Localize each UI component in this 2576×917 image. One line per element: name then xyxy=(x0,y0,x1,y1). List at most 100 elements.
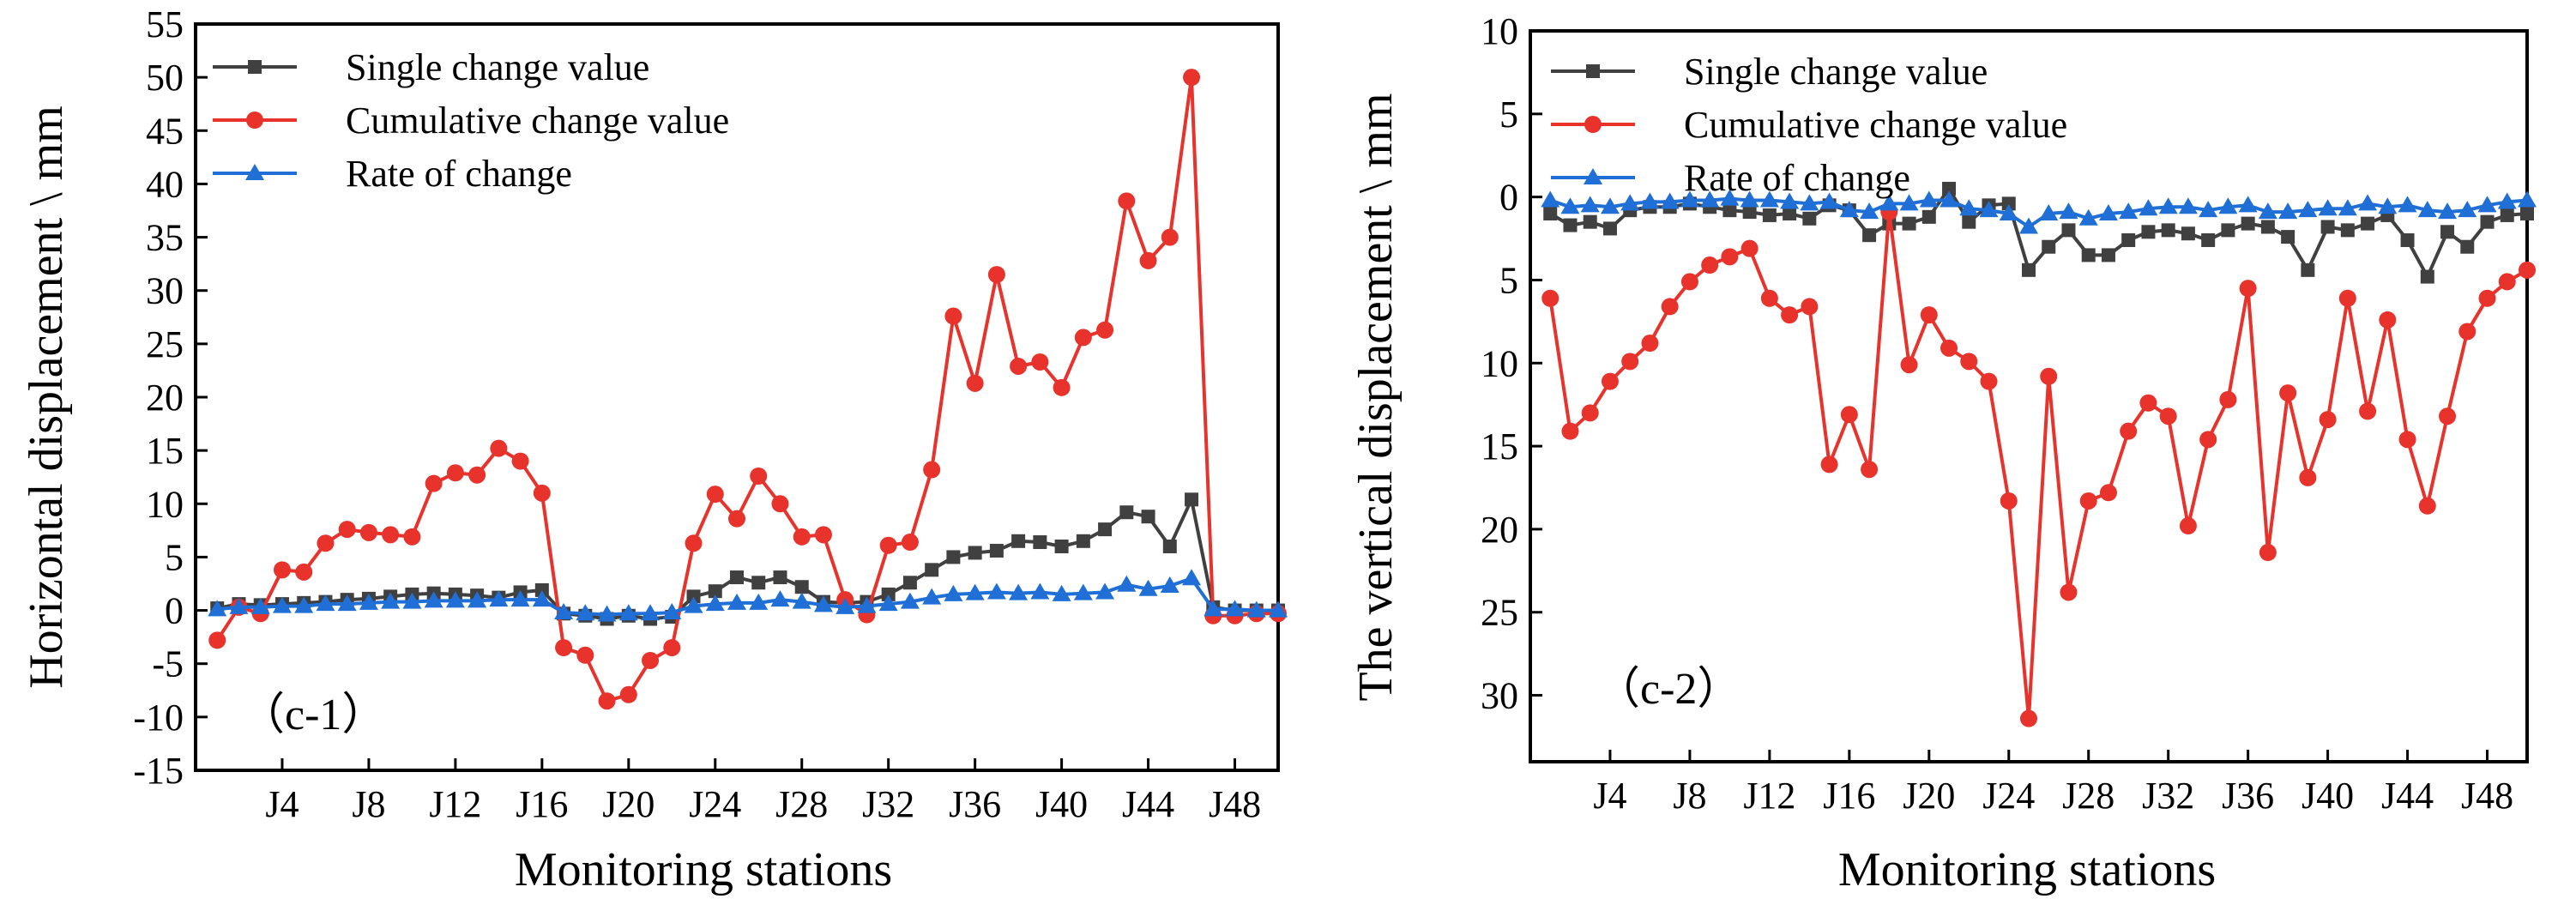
data-point xyxy=(966,374,984,392)
y-tick-label: 10 xyxy=(1481,10,1518,52)
data-point xyxy=(1095,582,1115,600)
data-point xyxy=(663,639,681,657)
data-point xyxy=(2361,216,2375,231)
data-point xyxy=(2199,201,2218,218)
data-point xyxy=(598,692,616,710)
data-point xyxy=(1561,422,1579,440)
data-point xyxy=(2418,497,2436,515)
data-point xyxy=(2218,197,2238,214)
data-point xyxy=(316,594,335,612)
data-point xyxy=(2478,289,2496,307)
data-point xyxy=(1641,335,1659,353)
data-point xyxy=(381,592,401,609)
data-point xyxy=(1780,192,1800,209)
data-point xyxy=(2238,196,2258,213)
data-point xyxy=(2278,202,2298,220)
data-point xyxy=(1033,535,1047,550)
y-tick-label: 30 xyxy=(1481,675,1518,717)
y-tick-label: 0 xyxy=(1499,177,1518,219)
data-point xyxy=(1141,510,1155,524)
y-tick-label: 5 xyxy=(165,536,184,578)
panel-label: （c-2） xyxy=(1596,665,1741,714)
y-tick-label: 15 xyxy=(1481,425,1518,468)
data-point xyxy=(446,464,464,482)
data-point xyxy=(705,594,725,612)
data-point xyxy=(1640,192,1660,209)
data-point xyxy=(1759,190,1779,208)
data-point xyxy=(490,439,508,457)
data-point xyxy=(2020,709,2037,727)
x-tick-label: J48 xyxy=(2461,775,2513,817)
legend-label: Cumulative change value xyxy=(346,100,729,142)
data-point xyxy=(468,591,487,608)
x-tick-label: J32 xyxy=(2142,775,2194,817)
data-point xyxy=(2061,223,2076,238)
data-point xyxy=(1701,256,1719,274)
data-point xyxy=(986,582,1006,600)
legend-marker xyxy=(1584,168,1602,184)
data-point xyxy=(965,583,985,600)
y-axis-title: Horizontal displacement \ mm xyxy=(20,106,73,689)
series-3 xyxy=(1541,189,2537,234)
data-point xyxy=(1921,209,1936,224)
data-point xyxy=(1204,600,1223,617)
data-point xyxy=(2518,190,2537,208)
data-point xyxy=(337,594,357,612)
data-point xyxy=(1762,208,1777,222)
data-point xyxy=(250,597,270,614)
data-point xyxy=(902,576,917,590)
data-point xyxy=(989,543,1004,558)
data-point xyxy=(618,604,638,621)
data-point xyxy=(294,596,314,613)
data-point xyxy=(1246,600,1266,618)
x-tick-label: J4 xyxy=(265,783,299,825)
data-point xyxy=(1581,404,1599,422)
data-point xyxy=(2201,232,2216,247)
y-tick-label: 40 xyxy=(146,163,184,205)
data-point xyxy=(2101,248,2115,262)
data-point xyxy=(468,466,486,484)
data-point xyxy=(402,592,422,609)
data-point xyxy=(968,546,982,560)
data-point xyxy=(2498,273,2516,291)
data-point xyxy=(489,590,509,607)
data-point xyxy=(532,590,552,607)
x-tick-label: J20 xyxy=(602,783,655,825)
data-point xyxy=(2298,201,2318,218)
data-point xyxy=(1660,192,1680,209)
data-point xyxy=(2299,468,2317,486)
data-point xyxy=(2181,226,2195,241)
x-tick-label: J16 xyxy=(1823,775,1875,817)
x-axis-title: Monitoring stations xyxy=(1838,843,2216,896)
data-point xyxy=(1720,189,1740,206)
data-point xyxy=(1541,289,1559,307)
data-point xyxy=(2098,204,2118,220)
data-point xyxy=(900,592,920,609)
data-point xyxy=(1162,540,1177,553)
data-point xyxy=(1118,192,1136,210)
data-point xyxy=(1269,600,1288,618)
data-point xyxy=(2398,196,2417,213)
data-point xyxy=(1960,353,1978,371)
data-point xyxy=(1962,214,1976,229)
data-point xyxy=(2497,192,2517,209)
data-point xyxy=(1541,190,1560,208)
x-tick-label: J8 xyxy=(352,783,385,825)
data-point xyxy=(1182,569,1202,586)
data-point xyxy=(1096,321,1114,339)
x-tick-label: J12 xyxy=(1743,775,1795,817)
data-point xyxy=(749,593,769,610)
data-point xyxy=(2259,544,2277,562)
y-tick-label: 25 xyxy=(146,323,184,365)
x-tick-label: J44 xyxy=(1122,783,1174,825)
data-point xyxy=(1560,197,1580,214)
legend-label: Single change value xyxy=(1684,51,1988,93)
data-point xyxy=(2260,220,2275,234)
data-point xyxy=(2340,223,2355,238)
data-point xyxy=(878,594,898,612)
data-point xyxy=(2460,239,2475,254)
data-point xyxy=(1010,357,1028,375)
x-tick-label: J16 xyxy=(516,783,568,825)
data-point xyxy=(359,523,377,541)
